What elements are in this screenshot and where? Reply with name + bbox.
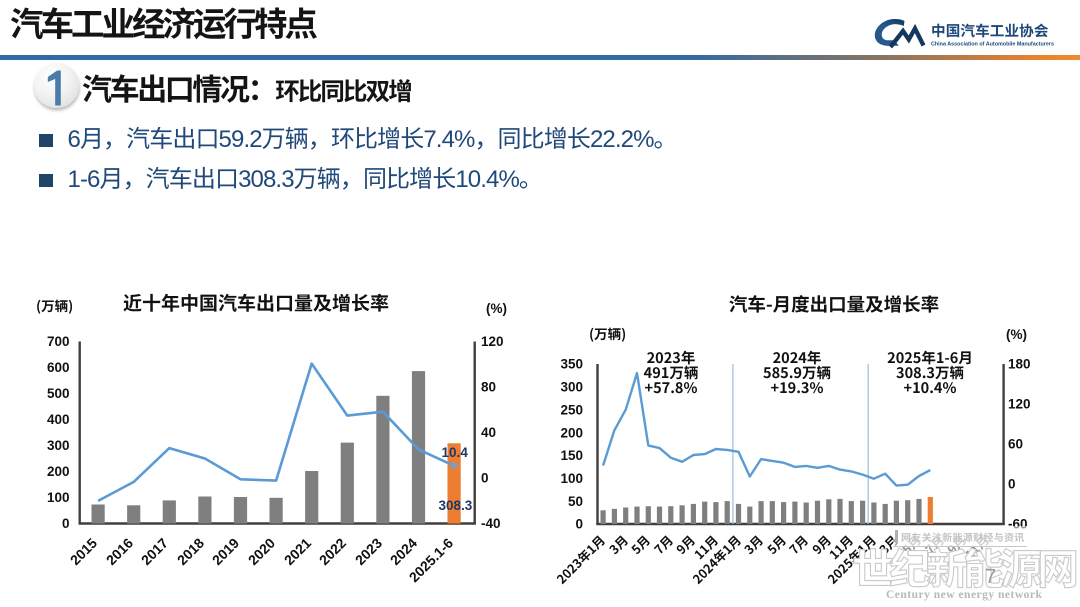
svg-text:100: 100 <box>47 490 70 505</box>
svg-text:近十年中国汽车出口量及增长率: 近十年中国汽车出口量及增长率 <box>123 289 389 316</box>
svg-text:200: 200 <box>47 464 70 479</box>
svg-text:2025年1-6月: 2025年1-6月 <box>887 347 973 368</box>
svg-text:2016: 2016 <box>103 535 136 568</box>
svg-text:0: 0 <box>1008 477 1016 492</box>
svg-text:50: 50 <box>568 494 583 509</box>
svg-text:+19.3%: +19.3% <box>771 377 824 398</box>
svg-text:0: 0 <box>62 516 70 531</box>
svg-text:585.9万辆: 585.9万辆 <box>763 362 831 383</box>
svg-text:300: 300 <box>560 380 583 395</box>
svg-text:汽车-月度出口量及增长率: 汽车-月度出口量及增长率 <box>729 291 939 317</box>
svg-text:200: 200 <box>560 425 583 440</box>
svg-text:2023年1月: 2023年1月 <box>552 530 609 587</box>
svg-text:500: 500 <box>47 386 70 401</box>
svg-text:700: 700 <box>47 334 70 349</box>
svg-text:2022: 2022 <box>316 535 349 568</box>
svg-text:2024年: 2024年 <box>773 347 822 368</box>
svg-text:80: 80 <box>481 380 496 395</box>
svg-text:10.4: 10.4 <box>442 445 469 460</box>
svg-text:2020: 2020 <box>245 535 278 568</box>
svg-text:0: 0 <box>575 517 583 532</box>
svg-text:250: 250 <box>560 402 583 417</box>
svg-text:60: 60 <box>1008 437 1023 452</box>
svg-text:+57.8%: +57.8% <box>645 377 698 398</box>
svg-text:120: 120 <box>1008 397 1031 412</box>
svg-text:2017: 2017 <box>138 535 171 568</box>
svg-text:2019: 2019 <box>209 535 242 568</box>
svg-text:350: 350 <box>560 357 583 372</box>
svg-text:100: 100 <box>560 471 583 486</box>
svg-text:2023: 2023 <box>352 535 385 568</box>
svg-text:(%): (%) <box>486 301 507 316</box>
svg-text:(万辆): (万辆) <box>589 323 626 343</box>
svg-text:中国汽车工业协会: 中国汽车工业协会 <box>931 20 1049 41</box>
svg-text:400: 400 <box>47 412 70 427</box>
svg-text:China Association of Automobil: China Association of Automobile Manufact… <box>931 42 1054 48</box>
svg-text:+10.4%: +10.4% <box>904 377 957 398</box>
svg-text:300: 300 <box>47 438 70 453</box>
svg-text:600: 600 <box>47 360 70 375</box>
svg-text:150: 150 <box>560 448 583 463</box>
svg-text:2015: 2015 <box>67 535 100 568</box>
svg-text:491万辆: 491万辆 <box>644 362 699 383</box>
svg-text:308.3万辆: 308.3万辆 <box>896 362 964 383</box>
svg-text:120: 120 <box>481 334 504 349</box>
svg-text:180: 180 <box>1008 357 1031 372</box>
svg-text:40: 40 <box>481 425 496 440</box>
svg-text:(万辆): (万辆) <box>36 295 73 315</box>
svg-text:2018: 2018 <box>174 535 207 568</box>
svg-text:2021: 2021 <box>281 535 314 568</box>
svg-text:308.3: 308.3 <box>439 498 473 513</box>
svg-text:-40: -40 <box>481 516 501 531</box>
svg-text:2023年: 2023年 <box>647 347 696 368</box>
svg-text:(%): (%) <box>1006 327 1027 342</box>
svg-text:0: 0 <box>481 471 489 486</box>
